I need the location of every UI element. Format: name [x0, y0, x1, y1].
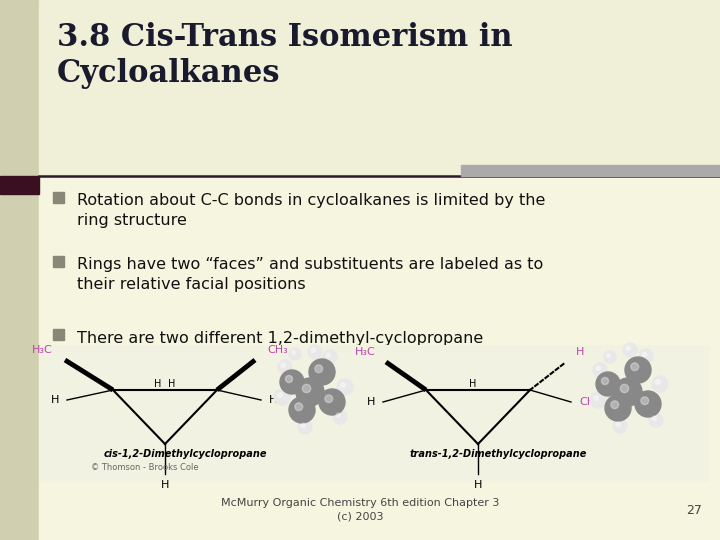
Text: Rotation about C-C bonds in cycloalkanes is limited by the
ring structure: Rotation about C-C bonds in cycloalkanes… [77, 193, 545, 228]
Circle shape [289, 348, 301, 360]
Text: H: H [50, 395, 59, 405]
Text: H: H [168, 379, 176, 389]
Bar [39, 0, 720, 176]
Circle shape [621, 384, 629, 393]
Circle shape [308, 345, 322, 359]
Circle shape [613, 419, 627, 433]
Text: H: H [161, 480, 169, 490]
Circle shape [336, 413, 341, 417]
Circle shape [292, 350, 295, 354]
Circle shape [337, 379, 353, 395]
Circle shape [601, 377, 608, 384]
Text: © Thomson - Brooks Cole: © Thomson - Brooks Cole [91, 463, 199, 472]
Circle shape [642, 352, 647, 356]
Circle shape [596, 366, 600, 370]
Bar [53, 192, 64, 202]
Circle shape [593, 396, 598, 400]
Bar [39, 345, 710, 482]
Circle shape [296, 378, 324, 406]
Circle shape [649, 413, 663, 427]
Circle shape [315, 365, 323, 373]
Circle shape [656, 380, 660, 384]
Circle shape [333, 410, 347, 424]
Circle shape [641, 397, 649, 404]
Circle shape [302, 384, 311, 393]
Text: H: H [474, 480, 482, 490]
Bar [53, 328, 64, 340]
Circle shape [590, 392, 606, 408]
Circle shape [285, 375, 292, 383]
Circle shape [652, 376, 668, 392]
Circle shape [311, 348, 315, 352]
Text: H: H [269, 395, 277, 405]
Circle shape [341, 383, 346, 387]
Text: cis-1,2-Dimethylcyclopropane: cis-1,2-Dimethylcyclopropane [103, 449, 266, 459]
Bar [461, 165, 720, 176]
Circle shape [309, 359, 335, 385]
Circle shape [623, 343, 637, 357]
Bar [0, 0, 39, 540]
Text: trans-1,2-Dimethylcyclopropane: trans-1,2-Dimethylcyclopropane [409, 449, 587, 459]
Circle shape [611, 401, 618, 409]
Text: H: H [366, 397, 375, 407]
Circle shape [596, 372, 620, 396]
Text: 27: 27 [686, 503, 702, 516]
Text: 3.8 Cis-Trans Isomerism in
Cycloalkanes: 3.8 Cis-Trans Isomerism in Cycloalkanes [57, 22, 513, 89]
Circle shape [639, 349, 653, 363]
Circle shape [614, 378, 642, 406]
Circle shape [295, 403, 302, 410]
Text: Rings have two “faces” and substituents are labeled as to
their relative facial : Rings have two “faces” and substituents … [77, 258, 544, 292]
Circle shape [278, 393, 282, 397]
Circle shape [301, 423, 305, 427]
Circle shape [298, 420, 312, 434]
Text: H: H [154, 379, 162, 389]
Bar [0, 176, 39, 193]
Circle shape [280, 370, 304, 394]
Circle shape [289, 397, 315, 423]
Circle shape [635, 391, 661, 417]
Circle shape [616, 422, 621, 427]
Text: McMurry Organic Chemistry 6th edition Chapter 3
(c) 2003: McMurry Organic Chemistry 6th edition Ch… [221, 498, 499, 522]
Circle shape [626, 346, 630, 350]
Circle shape [323, 350, 337, 364]
Circle shape [278, 360, 292, 374]
Circle shape [631, 363, 639, 370]
Bar [39, 176, 720, 540]
Text: H₃C: H₃C [32, 345, 53, 355]
Text: H: H [469, 379, 477, 389]
Circle shape [319, 389, 345, 415]
Circle shape [326, 353, 330, 357]
Text: H: H [576, 347, 585, 357]
Text: CH₃: CH₃ [579, 397, 600, 407]
Circle shape [281, 363, 285, 367]
Text: H₃C: H₃C [355, 347, 376, 357]
Circle shape [625, 357, 651, 383]
Circle shape [604, 351, 616, 363]
Text: CH₃: CH₃ [267, 345, 288, 355]
Circle shape [605, 395, 631, 421]
Text: There are two different 1,2-dimethyl-cyclopropane
isomers, one with the two meth: There are two different 1,2-dimethyl-cyc… [77, 330, 537, 404]
Circle shape [325, 395, 333, 403]
Circle shape [274, 389, 290, 405]
Circle shape [593, 363, 607, 377]
Bar [53, 255, 64, 267]
Circle shape [607, 354, 611, 357]
Circle shape [652, 416, 657, 420]
